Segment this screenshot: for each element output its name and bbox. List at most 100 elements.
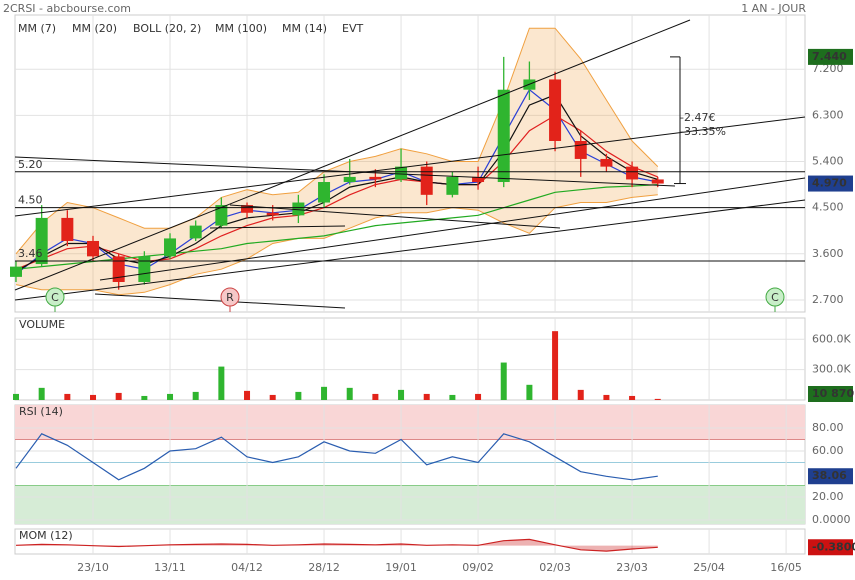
y-tick-label: 600.0K xyxy=(812,332,851,345)
value-box-label: 4.970 xyxy=(812,177,847,190)
volume-bar xyxy=(475,393,482,400)
bollinger-upper xyxy=(15,27,659,255)
volume-bar xyxy=(115,392,122,400)
level-label: 5.20 xyxy=(18,158,43,171)
x-tick-label: 25/04 xyxy=(693,561,725,574)
level-label: 3.46 xyxy=(18,247,43,260)
x-tick-label: 16/05 xyxy=(770,561,802,574)
candle-body xyxy=(420,166,433,195)
volume-bar xyxy=(64,393,71,400)
value-box-label: 7.440 xyxy=(812,50,847,63)
trendline xyxy=(209,225,346,229)
period-label: 1 AN - JOUR xyxy=(741,2,806,15)
x-tick-label: 19/01 xyxy=(385,561,417,574)
candle-body xyxy=(292,202,305,216)
volume-bar xyxy=(321,386,328,400)
y-tick-label: 4.500 xyxy=(812,201,844,214)
trendline xyxy=(229,204,561,229)
trendline xyxy=(14,19,691,291)
volume-bar xyxy=(13,393,19,400)
candle-body xyxy=(626,166,639,180)
volume-bar xyxy=(577,389,584,400)
candle-body xyxy=(549,79,562,141)
panel xyxy=(14,317,806,401)
y-tick-label: 60.00 xyxy=(812,444,844,457)
y-tick-label: 80.00 xyxy=(812,421,844,434)
panel-title: VOLUME xyxy=(19,318,65,331)
trendline xyxy=(14,116,806,217)
volume-bar xyxy=(141,395,148,400)
volume-bar xyxy=(244,390,251,400)
legend-entry: EVT xyxy=(342,22,363,35)
event-marker xyxy=(45,287,65,307)
candle-body xyxy=(369,176,382,180)
overlays: 23/10 13/11 04/12 28/12 19/01 09/02 02/03 23/03… xyxy=(15,22,855,574)
candle-body xyxy=(189,225,202,239)
legend-entry: MM (100) xyxy=(215,22,267,35)
candle-body xyxy=(241,205,254,213)
legend-entry: MM (14) xyxy=(282,22,327,35)
x-tick-label: 28/12 xyxy=(308,561,340,574)
volume-bar xyxy=(295,391,302,400)
legend-entry: MM (20) xyxy=(72,22,117,35)
volume-bar xyxy=(167,393,174,400)
value-box xyxy=(808,175,853,192)
value-box xyxy=(808,48,853,65)
x-tick-label: 23/03 xyxy=(616,561,648,574)
trendline xyxy=(14,199,806,301)
candle-body xyxy=(472,176,485,183)
measure-percent: -33.35% xyxy=(680,125,726,138)
y-tick-label: 3.600 xyxy=(812,247,844,260)
x-tick-label: 23/10 xyxy=(77,561,109,574)
y-tick-label: 20.00 xyxy=(812,490,844,503)
volume-bar xyxy=(398,389,405,400)
volume-bar xyxy=(269,394,276,400)
value-box-label: 38.06 xyxy=(812,469,847,482)
candle-body xyxy=(164,238,177,257)
event-label: C xyxy=(771,291,779,304)
candle-body xyxy=(497,89,510,183)
event-label: C xyxy=(51,291,59,304)
candle-body xyxy=(600,158,613,167)
value-box xyxy=(808,386,853,402)
volume-bar xyxy=(526,384,533,400)
oversold-zone xyxy=(15,485,805,524)
candle-body xyxy=(61,217,74,241)
candle-body xyxy=(574,140,587,159)
x-tick-label: 04/12 xyxy=(231,561,263,574)
candle-body xyxy=(318,182,331,203)
candle-body xyxy=(35,217,48,265)
y-tick-label: 300.0K xyxy=(812,363,851,376)
legend-entry: MM (7) xyxy=(18,22,56,35)
volume-bar xyxy=(90,394,97,400)
candle-body xyxy=(266,212,279,216)
value-box-label: -0.3800 xyxy=(812,540,855,553)
trendline xyxy=(99,177,806,281)
candle-body xyxy=(343,176,356,183)
y-tick-label: 7.200 xyxy=(812,62,844,75)
legend-entry: BOLL (20, 2) xyxy=(133,22,201,35)
candle-body xyxy=(446,176,459,195)
panel xyxy=(14,528,806,555)
candle-body xyxy=(138,256,151,283)
measure-change: -2.47€ xyxy=(680,111,715,124)
trendline xyxy=(94,293,346,309)
volume-bar xyxy=(372,393,379,400)
x-tick-label: 13/11 xyxy=(154,561,186,574)
panel-title: RSI (14) xyxy=(19,405,63,418)
volume-bar xyxy=(629,395,636,400)
y-tick-label: 0.0000 xyxy=(812,513,851,526)
plots xyxy=(10,27,664,552)
y-tick-label: 5.400 xyxy=(812,155,844,168)
rsi-line xyxy=(15,433,658,481)
x-tick-label: 09/02 xyxy=(462,561,494,574)
candle-body xyxy=(112,256,125,283)
volume-bar xyxy=(500,362,507,400)
symbol-title: 2CRSI - abcbourse.com xyxy=(3,2,131,15)
value-box-label: 10 870 xyxy=(812,387,854,400)
level-label: 4.50 xyxy=(18,194,43,207)
event-label: R xyxy=(226,291,234,304)
candle-body xyxy=(10,266,22,277)
volume-bar xyxy=(423,393,430,400)
